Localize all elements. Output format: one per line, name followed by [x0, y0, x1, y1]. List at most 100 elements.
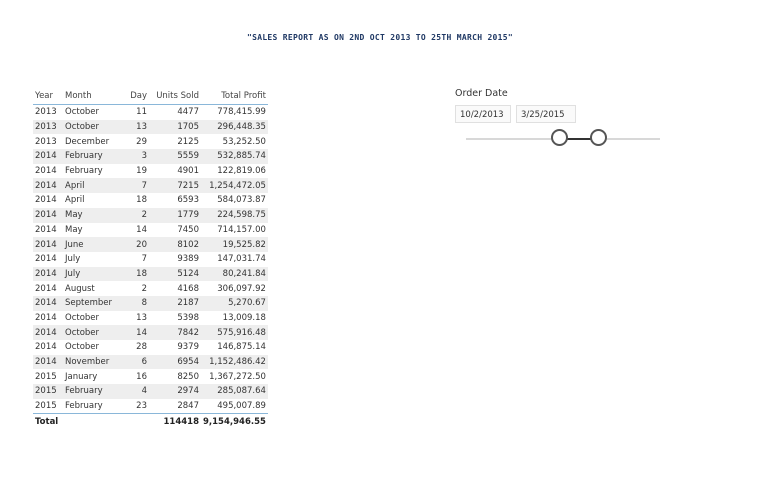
cell-units-sold: 9389 — [177, 254, 199, 265]
cell-total-profit: 1,367,272.50 — [209, 371, 266, 382]
cell-year: 2014 — [35, 312, 57, 323]
table-row[interactable]: 2014 October 14 7842 575,916.48 — [33, 325, 268, 340]
cell-units-sold: 6954 — [151, 354, 201, 370]
cell-day: 4 — [123, 384, 151, 399]
table-row[interactable]: 2014 July 18 5124 80,241.84 — [33, 266, 268, 282]
column-header-total-profit[interactable]: Total Profit — [201, 88, 268, 105]
cell-month: February — [63, 384, 123, 399]
cell-day: 11 — [136, 107, 147, 118]
cell-year: 2014 — [35, 166, 57, 177]
cell-month: June — [63, 237, 123, 252]
cell-day: 18 — [136, 195, 147, 206]
cell-day: 3 — [123, 149, 151, 164]
cell-year: 2014 — [35, 342, 57, 353]
cell-day: 13 — [123, 119, 151, 135]
table-row[interactable]: 2014 April 7 7215 1,254,472.05 — [33, 178, 268, 194]
table-row[interactable]: 2014 May 2 1779 224,598.75 — [33, 207, 268, 223]
cell-total-profit: 532,885.74 — [201, 149, 268, 164]
column-header-units-sold[interactable]: Units Sold — [151, 88, 201, 105]
cell-units-sold: 8250 — [177, 371, 199, 382]
end-date-input[interactable]: 3/25/2015 — [516, 105, 576, 123]
cell-units-sold: 1779 — [151, 207, 201, 223]
cell-total-profit: 1,152,486.42 — [201, 354, 268, 370]
table-row[interactable]: 2013 December 29 2125 53,252.50 — [33, 134, 268, 149]
column-header-day[interactable]: Day — [123, 88, 151, 105]
table-row[interactable]: 2013 October 13 1705 296,448.35 — [33, 119, 268, 135]
cell-total-profit: 80,241.84 — [201, 266, 268, 282]
cell-month: December — [65, 136, 110, 147]
cell-total-profit: 778,415.99 — [217, 107, 266, 118]
cell-total-profit: 147,031.74 — [217, 254, 266, 265]
table-row[interactable]: 2014 May 14 7450 714,157.00 — [33, 223, 268, 238]
cell-day: 29 — [136, 136, 147, 147]
cell-year: 2014 — [33, 149, 63, 164]
cell-year: 2013 — [33, 119, 63, 135]
cell-day: 2 — [123, 207, 151, 223]
table-row[interactable]: 2015 January 16 8250 1,367,272.50 — [33, 369, 268, 384]
cell-month: October — [65, 342, 100, 353]
table-total-row: Total 114418 9,154,946.55 — [33, 413, 268, 431]
report-title: "SALES REPORT AS ON 2ND OCT 2013 TO 25TH… — [246, 33, 514, 42]
cell-units-sold: 7215 — [151, 178, 201, 194]
cell-units-sold: 4168 — [177, 283, 199, 294]
table-row[interactable]: 2014 February 19 4901 122,819.06 — [33, 164, 268, 179]
table-row[interactable]: 2014 November 6 6954 1,152,486.42 — [33, 354, 268, 370]
cell-units-sold: 1705 — [151, 119, 201, 135]
cell-month: October — [63, 325, 123, 340]
table-row[interactable]: 2014 February 3 5559 532,885.74 — [33, 149, 268, 164]
cell-month: April — [63, 178, 123, 194]
range-start-handle[interactable] — [551, 129, 568, 146]
table-row[interactable]: 2014 September 8 2187 5,270.67 — [33, 295, 268, 311]
cell-total-profit: 53,252.50 — [222, 136, 266, 147]
total-units-sold: 114418 — [151, 413, 201, 431]
cell-units-sold: 7842 — [151, 325, 201, 340]
cell-month: January — [65, 371, 98, 382]
cell-total-profit: 714,157.00 — [217, 224, 266, 235]
cell-units-sold: 4477 — [177, 107, 199, 118]
column-header-month[interactable]: Month — [63, 88, 123, 105]
cell-month: September — [63, 295, 123, 311]
cell-total-profit: 224,598.75 — [201, 207, 268, 223]
cell-units-sold: 6593 — [177, 195, 199, 206]
cell-month: July — [65, 254, 81, 265]
cell-total-profit: 575,916.48 — [201, 325, 268, 340]
table-row[interactable]: 2014 April 18 6593 584,073.87 — [33, 193, 268, 208]
cell-units-sold: 5124 — [151, 266, 201, 282]
cell-year: 2014 — [35, 254, 57, 265]
cell-month: February — [65, 166, 103, 177]
cell-day: 14 — [123, 325, 151, 340]
cell-year: 2014 — [33, 207, 63, 223]
cell-day: 18 — [123, 266, 151, 282]
cell-day: 16 — [136, 371, 147, 382]
cell-month: November — [63, 354, 123, 370]
start-date-input[interactable]: 10/2/2013 — [455, 105, 511, 123]
cell-units-sold: 4901 — [177, 166, 199, 177]
table-row[interactable]: 2015 February 23 2847 495,007.89 — [33, 399, 268, 414]
table-row[interactable]: 2013 October 11 4477 778,415.99 — [33, 105, 268, 120]
cell-month: April — [65, 195, 85, 206]
order-date-slicer-title: Order Date — [455, 88, 508, 99]
cell-units-sold: 5398 — [177, 312, 199, 323]
cell-units-sold: 2974 — [151, 384, 201, 399]
cell-year: 2014 — [35, 224, 57, 235]
table-row[interactable]: 2015 February 4 2974 285,087.64 — [33, 384, 268, 399]
table-row[interactable]: 2014 June 20 8102 19,525.82 — [33, 237, 268, 252]
cell-total-profit: 146,875.14 — [217, 342, 266, 353]
table-row[interactable]: 2014 October 28 9379 146,875.14 — [33, 340, 268, 355]
cell-year: 2015 — [33, 384, 63, 399]
range-end-handle[interactable] — [590, 129, 607, 146]
cell-total-profit: 19,525.82 — [201, 237, 268, 252]
table-header-row: Year Month Day Units Sold Total Profit — [33, 88, 268, 105]
cell-total-profit: 296,448.35 — [201, 119, 268, 135]
total-empty-day — [123, 413, 151, 431]
cell-month: May — [65, 224, 83, 235]
table-row[interactable]: 2014 July 7 9389 147,031.74 — [33, 252, 268, 267]
cell-year: 2015 — [35, 401, 57, 412]
cell-month: October — [65, 312, 100, 323]
table-row[interactable]: 2014 August 2 4168 306,097.92 — [33, 281, 268, 296]
column-header-year[interactable]: Year — [33, 88, 63, 105]
table-row[interactable]: 2014 October 13 5398 13,009.18 — [33, 311, 268, 326]
cell-year: 2014 — [33, 354, 63, 370]
cell-year: 2014 — [33, 266, 63, 282]
cell-year: 2014 — [35, 195, 57, 206]
